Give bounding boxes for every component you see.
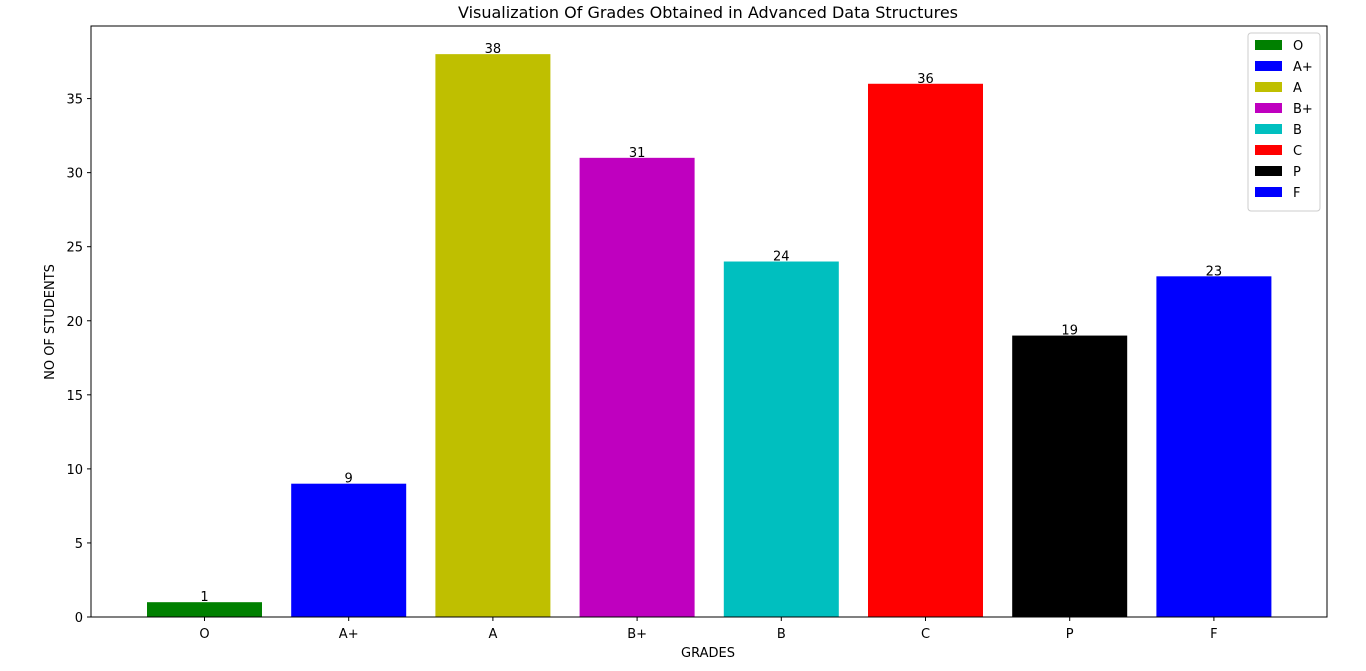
legend-swatch-O <box>1255 40 1282 50</box>
x-tick-label-F: F <box>1210 627 1217 642</box>
legend-swatch-F <box>1255 187 1282 197</box>
bar-B+ <box>579 157 695 617</box>
legend-label-B: B <box>1293 123 1302 138</box>
plot-frame <box>90 25 1328 618</box>
y-tick-label: 5 <box>75 537 83 552</box>
legend-label-P: P <box>1293 165 1301 180</box>
y-tick-label: 30 <box>66 167 83 182</box>
x-tick-label-P: P <box>1066 627 1074 642</box>
data-label-B: 24 <box>773 250 790 265</box>
x-axis-label: GRADES <box>681 646 735 661</box>
bar-A <box>435 54 551 617</box>
x-tick-label-A+: A+ <box>339 627 359 642</box>
x-tick-label-B: B <box>777 627 786 642</box>
data-label-A+: 9 <box>345 472 353 487</box>
legend-swatch-P <box>1255 166 1282 176</box>
x-tick-label-A: A <box>488 627 497 642</box>
y-tick-label: 25 <box>66 241 83 256</box>
chart-title: Visualization Of Grades Obtained in Adva… <box>458 3 958 22</box>
legend-label-F: F <box>1293 186 1300 201</box>
bar-A+ <box>291 483 407 617</box>
legend-swatch-A <box>1255 82 1282 92</box>
bar-P <box>1012 335 1128 617</box>
legend-swatch-A+ <box>1255 61 1282 71</box>
legend-label-C: C <box>1293 144 1302 159</box>
data-label-O: 1 <box>200 590 208 605</box>
data-label-B+: 31 <box>629 146 646 161</box>
legend-label-A: A <box>1293 81 1302 96</box>
x-tick-label-B+: B+ <box>627 627 647 642</box>
bar-O <box>147 602 262 617</box>
legend-label-B+: B+ <box>1293 102 1313 117</box>
data-label-P: 19 <box>1061 324 1078 339</box>
bar-F <box>1156 276 1272 617</box>
bar-C <box>868 83 983 618</box>
y-tick-label: 15 <box>66 389 83 404</box>
data-label-C: 36 <box>917 72 934 87</box>
legend-label-O: O <box>1293 39 1303 54</box>
x-tick-label-O: O <box>199 627 209 642</box>
legend-swatch-B <box>1255 124 1282 134</box>
y-axis-label: NO OF STUDENTS <box>43 264 58 380</box>
data-label-A: 38 <box>485 42 502 57</box>
legend-swatch-B+ <box>1255 103 1282 113</box>
y-tick-label: 35 <box>66 93 83 108</box>
bar-B <box>723 261 839 617</box>
y-tick-label: 20 <box>66 315 83 330</box>
y-tick-label: 10 <box>66 463 83 478</box>
y-tick-label: 0 <box>75 611 83 626</box>
legend-swatch-C <box>1255 145 1282 155</box>
legend-label-A+: A+ <box>1293 60 1313 75</box>
ticks-group: O A+ A B+ B C P F 0 5 10 15 20 25 30 35 <box>66 93 1217 642</box>
x-tick-label-C: C <box>921 627 930 642</box>
data-label-F: 23 <box>1206 264 1223 279</box>
